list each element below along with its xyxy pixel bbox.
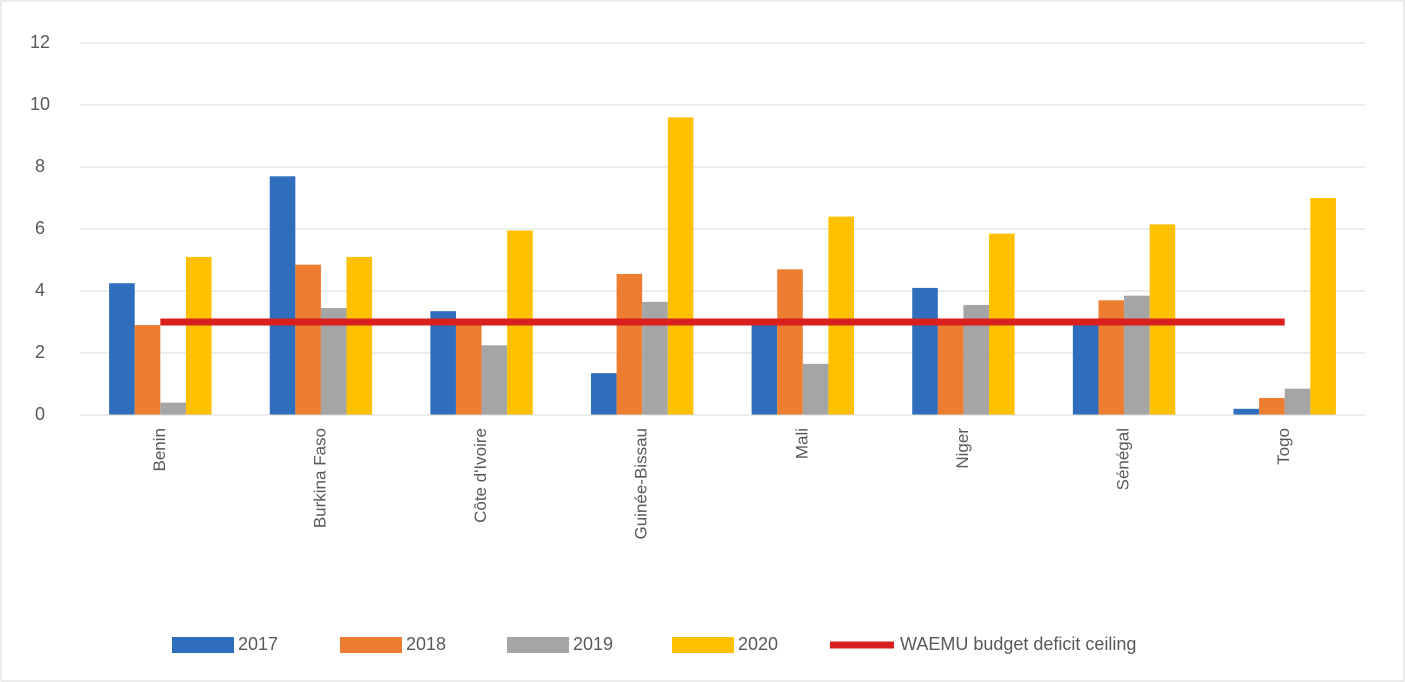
x-tick-label: Benin [150, 428, 169, 471]
legend-swatch [340, 637, 402, 653]
y-tick-label: 10 [30, 94, 50, 114]
legend-swatch [172, 637, 234, 653]
x-tick-label: Togo [1274, 428, 1293, 465]
bar [1310, 198, 1336, 415]
bar [802, 363, 829, 415]
bar [455, 325, 482, 415]
bar [1284, 388, 1311, 415]
bar [269, 176, 296, 415]
x-tick-label: Burkina Faso [310, 428, 329, 528]
y-tick-label: 0 [35, 404, 45, 424]
bar [430, 311, 456, 415]
legend-label: 2020 [738, 634, 778, 654]
bar [134, 325, 161, 415]
bar [185, 256, 212, 415]
y-tick-label: 2 [35, 342, 45, 362]
bar [295, 264, 321, 415]
x-tick-label: Guinée-Bissau [632, 428, 651, 540]
y-tick-label: 4 [35, 280, 45, 300]
legend-label: WAEMU budget deficit ceiling [900, 634, 1136, 654]
legend-label: 2018 [406, 634, 446, 654]
bar [828, 216, 855, 415]
y-tick-label: 6 [35, 218, 45, 238]
x-tick-label: Mali [792, 428, 811, 459]
bar [751, 325, 778, 415]
bar [667, 117, 694, 416]
y-tick-label: 12 [30, 32, 50, 52]
bar [1233, 408, 1260, 415]
bar [160, 402, 186, 415]
bar [912, 287, 938, 415]
bar [346, 256, 373, 415]
x-tick-label: Côte d'Ivoire [471, 428, 490, 523]
bar [109, 283, 135, 415]
legend-swatch [672, 637, 734, 653]
x-tick-label: Sénégal [1114, 428, 1133, 490]
bar [1124, 295, 1150, 415]
y-tick-label: 8 [35, 156, 45, 176]
bar [937, 325, 964, 415]
x-tick-label: Niger [953, 428, 972, 469]
legend-swatch [507, 637, 569, 653]
bar [481, 345, 508, 415]
bar [616, 273, 643, 415]
bar [1098, 300, 1125, 415]
bar [320, 308, 347, 415]
legend-label: 2019 [573, 634, 613, 654]
bar [1259, 397, 1285, 415]
bar [777, 269, 803, 415]
legend-label: 2017 [238, 634, 278, 654]
bar [1072, 325, 1099, 415]
bar [590, 373, 617, 415]
